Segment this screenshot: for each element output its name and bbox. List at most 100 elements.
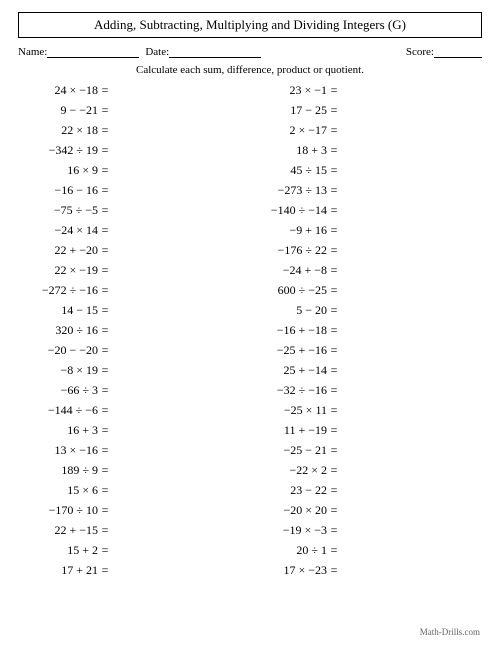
- equals-sign: =: [98, 324, 112, 336]
- problem-expression: 2 × −17: [255, 124, 327, 136]
- problem-expression: −25 + −16: [255, 344, 327, 356]
- problem-expression: 15 × 6: [26, 484, 98, 496]
- equals-sign: =: [327, 524, 341, 536]
- equals-sign: =: [98, 344, 112, 356]
- problem-expression: −272 ÷ −16: [26, 284, 98, 296]
- problem-row: 17 − 25=: [255, 104, 474, 116]
- equals-sign: =: [98, 424, 112, 436]
- equals-sign: =: [98, 544, 112, 556]
- equals-sign: =: [98, 244, 112, 256]
- problem-expression: −66 ÷ 3: [26, 384, 98, 396]
- equals-sign: =: [98, 164, 112, 176]
- problem-row: −20 − −20=: [26, 344, 245, 356]
- problem-row: 22 + −20=: [26, 244, 245, 256]
- problem-expression: 24 × −18: [26, 84, 98, 96]
- problem-row: −25 × 11=: [255, 404, 474, 416]
- problem-row: −24 + −8=: [255, 264, 474, 276]
- equals-sign: =: [327, 464, 341, 476]
- problem-row: −24 × 14=: [26, 224, 245, 236]
- equals-sign: =: [327, 384, 341, 396]
- problem-row: −16 + −18=: [255, 324, 474, 336]
- equals-sign: =: [327, 404, 341, 416]
- problem-row: 189 ÷ 9=: [26, 464, 245, 476]
- equals-sign: =: [327, 84, 341, 96]
- problem-expression: 189 ÷ 9: [26, 464, 98, 476]
- date-label: Date:: [145, 46, 169, 58]
- date-field: Date:: [145, 46, 261, 58]
- equals-sign: =: [98, 464, 112, 476]
- column-left: 24 × −18=9 − −21=22 × 18=−342 ÷ 19=16 × …: [26, 84, 245, 584]
- equals-sign: =: [98, 504, 112, 516]
- equals-sign: =: [98, 124, 112, 136]
- problem-row: −20 × 20=: [255, 504, 474, 516]
- equals-sign: =: [327, 124, 341, 136]
- equals-sign: =: [327, 184, 341, 196]
- equals-sign: =: [327, 424, 341, 436]
- problem-expression: −75 ÷ −5: [26, 204, 98, 216]
- problem-row: 20 ÷ 1=: [255, 544, 474, 556]
- name-blank[interactable]: [47, 46, 139, 58]
- problem-row: −140 ÷ −14=: [255, 204, 474, 216]
- problem-row: 13 × −16=: [26, 444, 245, 456]
- problem-expression: −20 × 20: [255, 504, 327, 516]
- problem-row: 23 − 22=: [255, 484, 474, 496]
- problem-expression: −24 × 14: [26, 224, 98, 236]
- score-field: Score:: [406, 46, 482, 58]
- problem-row: 600 ÷ −25=: [255, 284, 474, 296]
- problem-expression: −32 ÷ −16: [255, 384, 327, 396]
- column-right: 23 × −1=17 − 25=2 × −17=18 + 3=45 ÷ 15=−…: [255, 84, 474, 584]
- equals-sign: =: [98, 84, 112, 96]
- equals-sign: =: [98, 484, 112, 496]
- problem-expression: 17 − 25: [255, 104, 327, 116]
- problem-row: −9 + 16=: [255, 224, 474, 236]
- problem-expression: −24 + −8: [255, 264, 327, 276]
- problem-expression: 15 + 2: [26, 544, 98, 556]
- problem-expression: −9 + 16: [255, 224, 327, 236]
- problem-row: 5 − 20=: [255, 304, 474, 316]
- problem-row: −273 ÷ 13=: [255, 184, 474, 196]
- problem-expression: 5 − 20: [255, 304, 327, 316]
- equals-sign: =: [98, 444, 112, 456]
- problem-expression: 20 ÷ 1: [255, 544, 327, 556]
- problem-row: −16 − 16=: [26, 184, 245, 196]
- problem-row: 14 − 15=: [26, 304, 245, 316]
- equals-sign: =: [98, 384, 112, 396]
- page-title: Adding, Subtracting, Multiplying and Div…: [94, 17, 406, 32]
- problem-expression: −20 − −20: [26, 344, 98, 356]
- problem-expression: 22 + −20: [26, 244, 98, 256]
- meta-row: Name: Date: Score:: [18, 46, 482, 58]
- equals-sign: =: [327, 144, 341, 156]
- equals-sign: =: [98, 144, 112, 156]
- date-blank[interactable]: [169, 46, 261, 58]
- problem-expression: −140 ÷ −14: [255, 204, 327, 216]
- problem-expression: −342 ÷ 19: [26, 144, 98, 156]
- problem-expression: −22 × 2: [255, 464, 327, 476]
- problem-expression: 18 + 3: [255, 144, 327, 156]
- score-label: Score:: [406, 46, 434, 58]
- name-label: Name:: [18, 46, 47, 58]
- problem-expression: 16 + 3: [26, 424, 98, 436]
- problem-row: −25 − 21=: [255, 444, 474, 456]
- equals-sign: =: [327, 364, 341, 376]
- equals-sign: =: [327, 164, 341, 176]
- problem-expression: −19 × −3: [255, 524, 327, 536]
- score-blank[interactable]: [434, 46, 482, 58]
- problem-expression: 17 × −23: [255, 564, 327, 576]
- problem-expression: 13 × −16: [26, 444, 98, 456]
- equals-sign: =: [327, 104, 341, 116]
- title-box: Adding, Subtracting, Multiplying and Div…: [18, 12, 482, 38]
- problem-row: 11 + −19=: [255, 424, 474, 436]
- problem-expression: −8 × 19: [26, 364, 98, 376]
- problem-expression: 23 × −1: [255, 84, 327, 96]
- problem-row: 16 + 3=: [26, 424, 245, 436]
- equals-sign: =: [98, 284, 112, 296]
- equals-sign: =: [327, 564, 341, 576]
- problem-row: −66 ÷ 3=: [26, 384, 245, 396]
- problem-expression: 16 × 9: [26, 164, 98, 176]
- problem-row: 320 ÷ 16=: [26, 324, 245, 336]
- problem-expression: 22 × 18: [26, 124, 98, 136]
- problem-expression: −16 + −18: [255, 324, 327, 336]
- problem-row: −170 ÷ 10=: [26, 504, 245, 516]
- problem-row: 17 + 21=: [26, 564, 245, 576]
- equals-sign: =: [327, 444, 341, 456]
